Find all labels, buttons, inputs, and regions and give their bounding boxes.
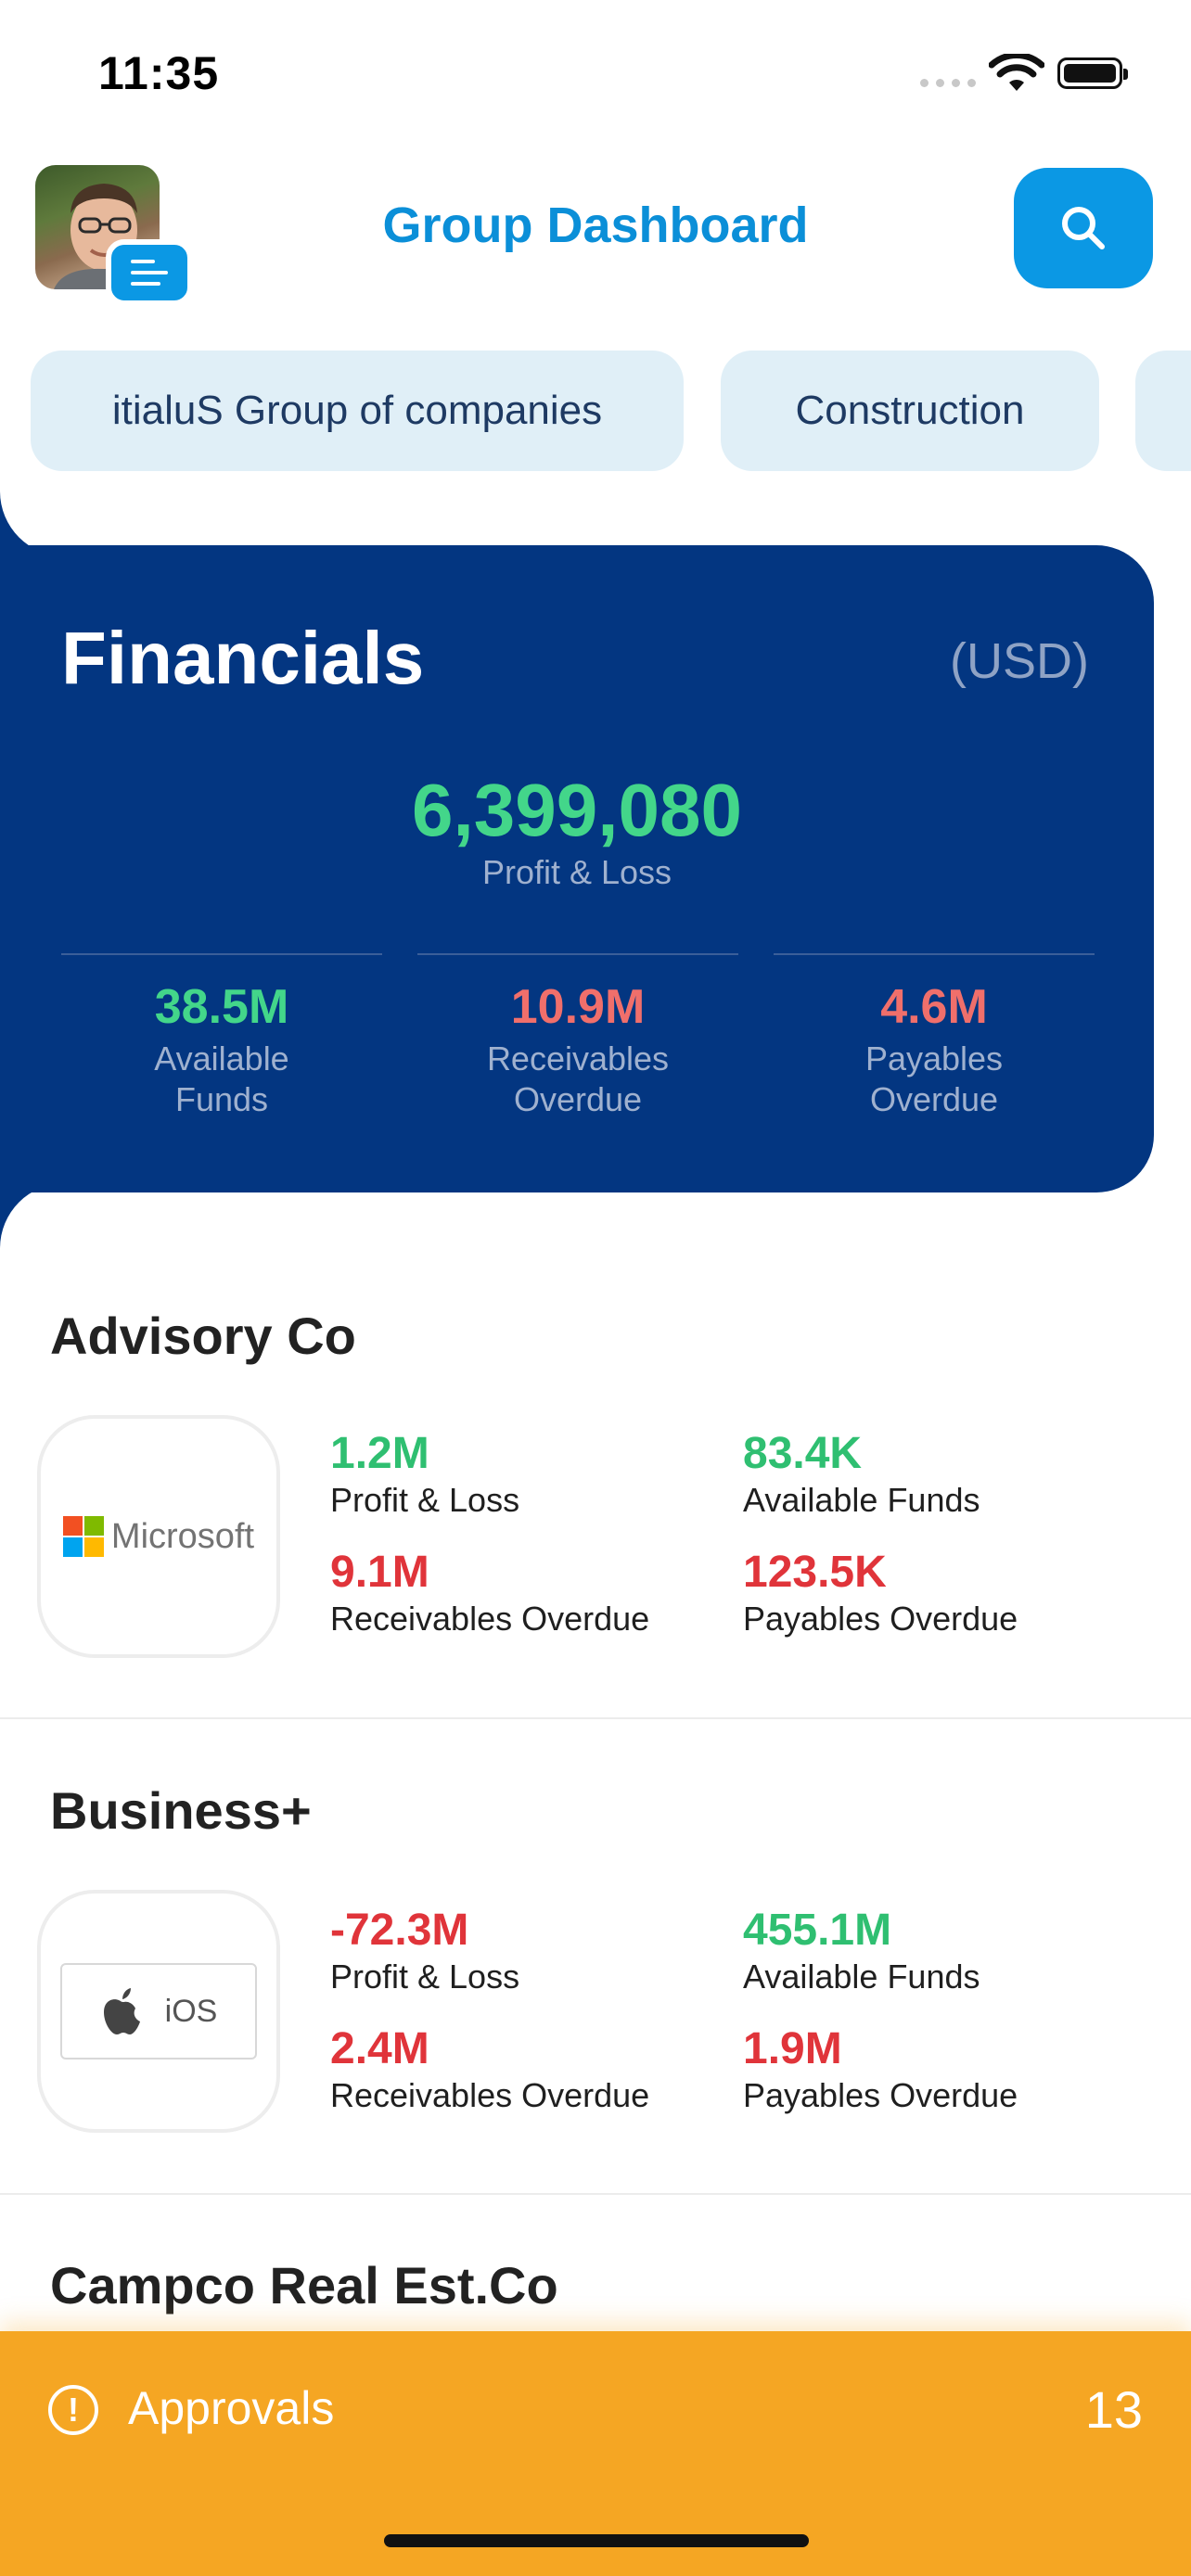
metric-label-line2: Overdue xyxy=(513,1080,643,1118)
approvals-count: 13 xyxy=(1084,2380,1143,2439)
company-metric: 83.4K Available Funds xyxy=(743,1428,980,1520)
signal-icon xyxy=(920,79,976,87)
divider xyxy=(0,2193,1191,2195)
metric-value: 2.4M xyxy=(330,2024,429,2073)
chip-group[interactable]: itialuS Group of companies xyxy=(31,351,684,471)
battery-icon xyxy=(1057,57,1128,89)
approvals-label: Approvals xyxy=(128,2382,335,2434)
company-metric: 123.5K Payables Overdue xyxy=(743,1547,1018,1639)
financials-title: Financials xyxy=(61,617,425,699)
profit-loss-total: 6,399,080 xyxy=(412,769,742,851)
financials-currency: (USD) xyxy=(950,633,1089,689)
home-indicator xyxy=(384,2534,809,2547)
company-name[interactable]: Advisory Co xyxy=(50,1307,356,1365)
company-metric: 1.2M Profit & Loss xyxy=(330,1428,519,1520)
page-title: Group Dashboard xyxy=(382,198,809,253)
metric-value: 38.5M xyxy=(154,980,289,1034)
metric-label: Available Funds xyxy=(743,1481,980,1519)
metric-label-line1: Payables xyxy=(864,1039,1004,1078)
metric-value: 4.6M xyxy=(880,980,988,1034)
status-time: 11:35 xyxy=(98,47,220,99)
company-metric: 1.9M Payables Overdue xyxy=(743,2023,1018,2115)
metric-label: Profit & Loss xyxy=(330,1481,520,1519)
menu-button[interactable] xyxy=(106,239,193,306)
metric-label: Payables Overdue xyxy=(743,1600,1018,1638)
alert-icon: ! xyxy=(48,2385,98,2435)
chip-construction[interactable]: Construction xyxy=(721,351,1099,471)
apple-logo-icon xyxy=(103,1988,140,2034)
company-metric: 455.1M Available Funds xyxy=(743,1905,980,1996)
metric-label: Profit & Loss xyxy=(330,1958,520,1996)
metric-value: -72.3M xyxy=(330,1906,469,1955)
profit-loss-label: Profit & Loss xyxy=(481,853,672,891)
logo-text: iOS xyxy=(164,1993,218,2029)
search-button[interactable] xyxy=(1014,168,1153,288)
logo-text: Microsoft xyxy=(110,1516,255,1556)
metric-label: Receivables Overdue xyxy=(330,1600,650,1638)
metric-value: 10.9M xyxy=(510,980,646,1034)
wifi-icon xyxy=(989,54,1044,91)
metric-label-line2: Funds xyxy=(174,1080,269,1118)
metric-value: 123.5K xyxy=(743,1548,887,1597)
menu-icon xyxy=(131,260,168,286)
metric-label-line1: Receivables xyxy=(486,1039,670,1078)
search-icon xyxy=(1062,207,1105,249)
microsoft-logo-icon xyxy=(62,1516,104,1557)
metric-value: 83.4K xyxy=(743,1429,863,1478)
financials-card[interactable] xyxy=(0,545,1154,1192)
company-logo-microsoft[interactable]: Microsoft xyxy=(37,1415,280,1658)
metric-payables-overdue: 4.6M Payables Overdue xyxy=(774,953,1095,1120)
metric-label-line2: Overdue xyxy=(869,1080,999,1118)
company-metric: 9.1M Receivables Overdue xyxy=(330,1547,649,1639)
metric-receivables-overdue: 10.9M Receivables Overdue xyxy=(417,953,738,1120)
company-metric: 2.4M Receivables Overdue xyxy=(330,2023,649,2115)
metric-label-line1: Available xyxy=(154,1039,289,1078)
metric-value: 455.1M xyxy=(743,1906,892,1955)
company-logo-ios[interactable]: iOS xyxy=(37,1890,280,2133)
metric-available-funds: 38.5M Available Funds xyxy=(61,953,382,1120)
metric-label: Available Funds xyxy=(743,1958,980,1996)
metric-value: 1.9M xyxy=(743,2024,842,2073)
metric-label: Payables Overdue xyxy=(743,2076,1018,2114)
metric-value: 9.1M xyxy=(330,1548,429,1597)
company-name[interactable]: Campco Real Est.Co xyxy=(50,2256,558,2315)
company-name[interactable]: Business+ xyxy=(50,1781,312,1840)
metric-value: 1.2M xyxy=(330,1429,429,1478)
company-metric: -72.3M Profit & Loss xyxy=(330,1905,519,1996)
metric-label: Receivables Overdue xyxy=(330,2076,650,2114)
divider xyxy=(0,1717,1191,1719)
chip-next[interactable] xyxy=(1135,351,1191,471)
